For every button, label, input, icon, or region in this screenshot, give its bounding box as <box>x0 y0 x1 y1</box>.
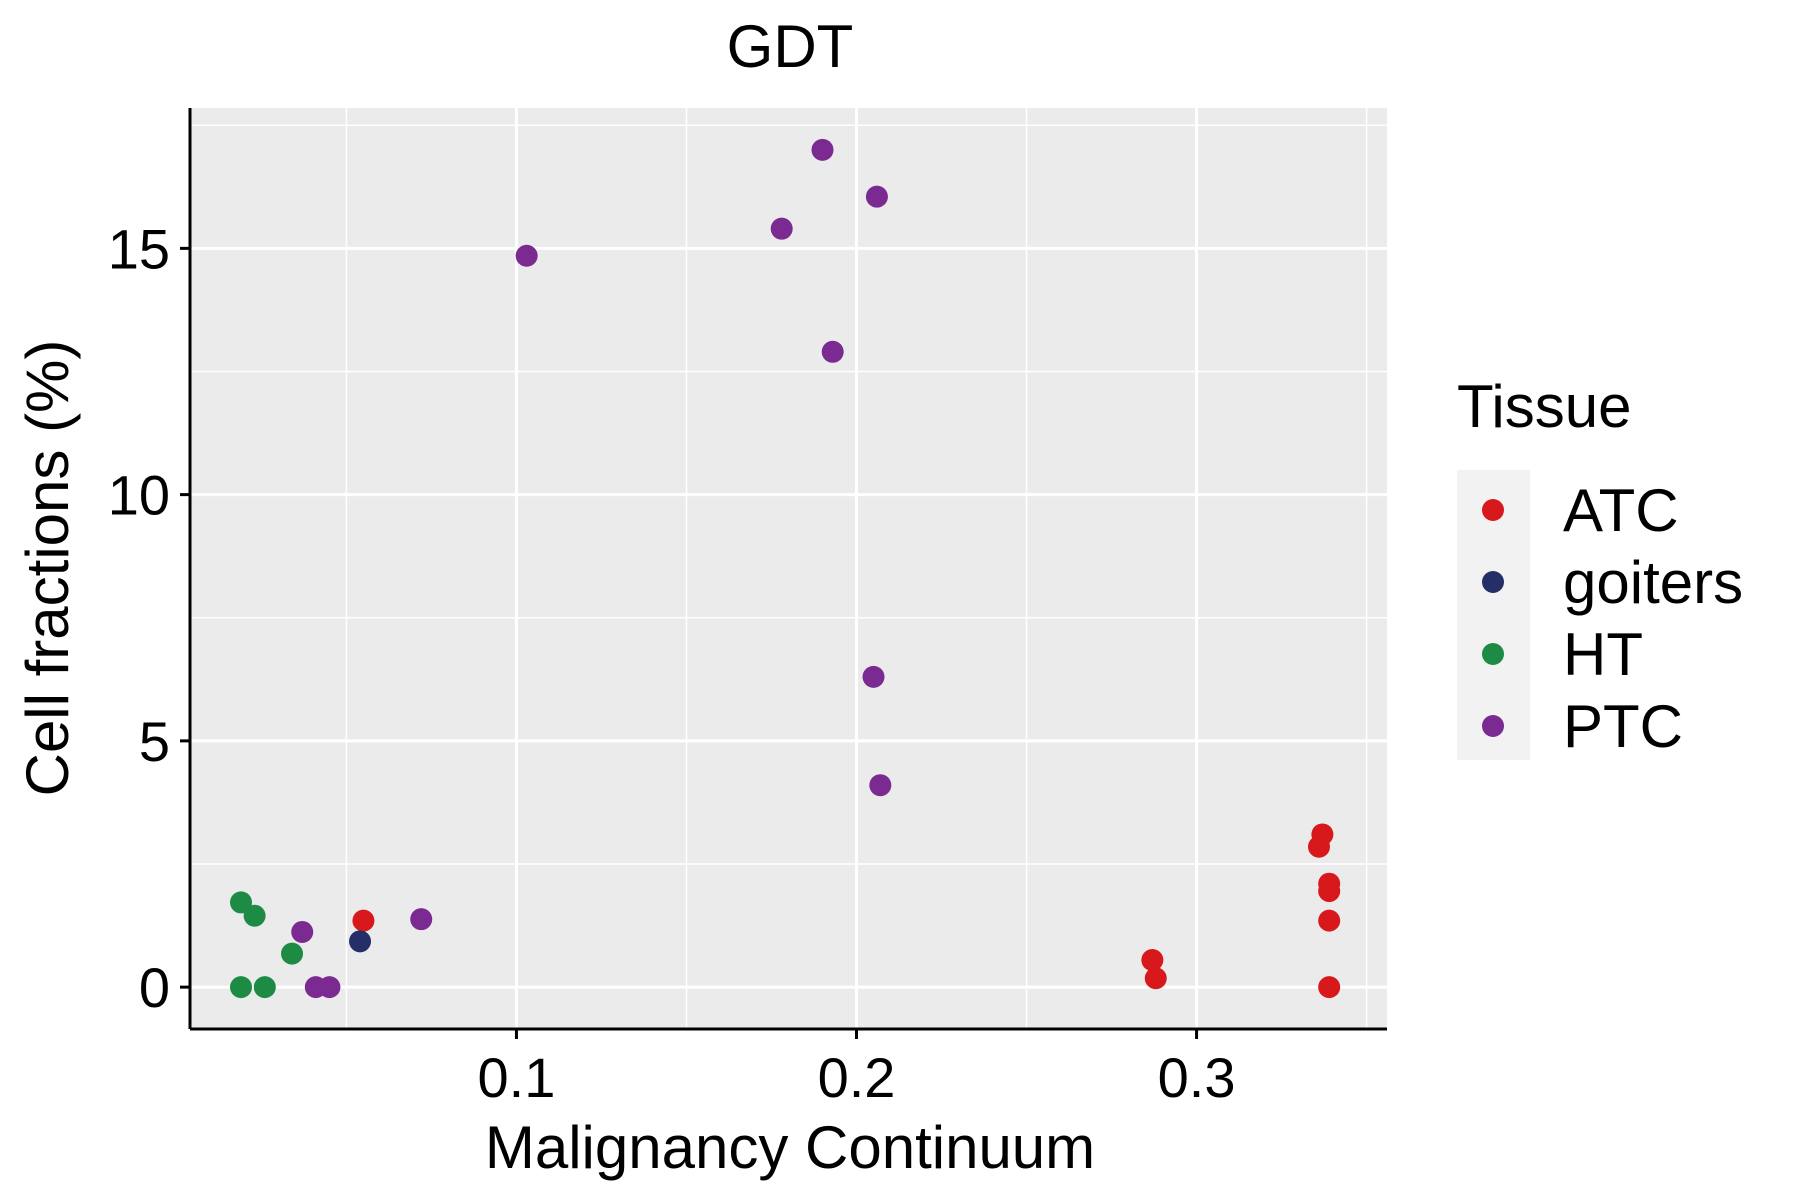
point-atc <box>1318 880 1341 903</box>
legend-label-atc: ATC <box>1563 477 1679 544</box>
point-ptc <box>865 185 888 208</box>
point-ptc <box>821 340 844 363</box>
legend-title: Tissue <box>1457 373 1632 440</box>
point-atc <box>1141 949 1164 972</box>
y-tick-label: 10 <box>108 464 170 527</box>
legend-key-ptc <box>1482 715 1504 737</box>
x-tick-label: 0.1 <box>478 1046 556 1109</box>
point-ht <box>243 904 266 927</box>
point-atc <box>1318 909 1341 932</box>
point-ptc <box>862 665 885 688</box>
plot-panel <box>190 108 1387 1029</box>
point-ht <box>230 891 253 914</box>
point-ht <box>281 942 304 965</box>
point-atc <box>352 909 375 932</box>
point-goiters <box>349 930 372 953</box>
point-ht <box>230 976 253 999</box>
x-axis-title: Malignancy Continuum <box>485 1114 1095 1181</box>
legend-key-ht <box>1482 643 1504 665</box>
point-ptc <box>869 774 892 797</box>
x-axis-ticks: 0.1 0.2 0.3 <box>478 1029 1236 1109</box>
legend-label-goiters: goiters <box>1563 549 1743 616</box>
legend-label-ht: HT <box>1563 621 1643 688</box>
point-atc <box>1307 835 1330 858</box>
y-tick-label: 5 <box>139 710 170 773</box>
data-points <box>230 138 1341 999</box>
y-axis-ticks: 0 5 10 15 <box>108 217 190 1019</box>
chart-title: GDT <box>727 13 854 80</box>
point-ptc <box>811 138 834 161</box>
legend-key-goiters <box>1482 571 1504 593</box>
legend-key-atc <box>1482 499 1504 521</box>
point-ptc <box>318 976 341 999</box>
legend-label-ptc: PTC <box>1563 693 1683 760</box>
gridlines <box>190 108 1387 1029</box>
point-ptc <box>410 908 433 931</box>
point-ptc <box>291 920 314 943</box>
point-atc <box>1144 967 1167 990</box>
point-ptc <box>515 244 538 267</box>
x-tick-label: 0.2 <box>818 1046 896 1109</box>
y-tick-label: 15 <box>108 217 170 280</box>
point-ht <box>253 976 276 999</box>
point-ptc <box>770 217 793 240</box>
point-atc <box>1318 976 1341 999</box>
x-tick-label: 0.3 <box>1158 1046 1236 1109</box>
y-tick-label: 0 <box>139 956 170 1019</box>
y-axis-title: Cell fractions (%) <box>14 340 81 797</box>
